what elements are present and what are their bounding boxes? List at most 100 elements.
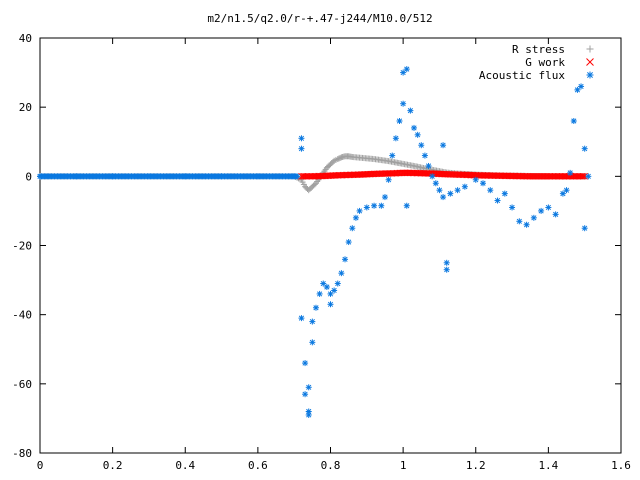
- data-point: [316, 290, 323, 297]
- data-point: [218, 173, 225, 180]
- data-point: [327, 290, 334, 297]
- x-tick-label: 1: [400, 459, 407, 472]
- data-point: [342, 256, 349, 263]
- x-tick-label: 1.2: [466, 459, 486, 472]
- data-point: [530, 214, 537, 221]
- data-point: [563, 187, 570, 194]
- y-tick-label: 20: [19, 101, 32, 114]
- legend-label: R stress: [512, 43, 565, 56]
- data-point: [145, 173, 152, 180]
- series-acoustic-flux: [37, 66, 592, 418]
- data-point: [578, 172, 586, 180]
- data-point: [545, 204, 552, 211]
- data-point: [509, 204, 516, 211]
- data-point: [309, 339, 316, 346]
- x-tick-label: 1.6: [611, 459, 631, 472]
- data-point: [403, 66, 410, 73]
- data-point: [298, 145, 305, 152]
- data-point: [381, 194, 388, 201]
- data-point: [385, 176, 392, 183]
- data-point: [371, 202, 378, 209]
- data-point: [363, 204, 370, 211]
- data-point: [585, 173, 592, 180]
- y-tick-label: 40: [19, 32, 32, 45]
- y-tick-label: 0: [25, 170, 32, 183]
- data-point: [581, 145, 588, 152]
- legend-marker: [586, 71, 594, 79]
- data-point: [254, 173, 261, 180]
- data-point: [291, 173, 298, 180]
- data-point: [443, 266, 450, 273]
- data-point: [487, 187, 494, 194]
- data-point: [414, 131, 421, 138]
- data-point: [338, 270, 345, 277]
- data-point: [182, 173, 189, 180]
- x-tick-label: 0.2: [103, 459, 123, 472]
- legend-label: Acoustic flux: [479, 69, 565, 82]
- data-point: [567, 169, 574, 176]
- data-point: [432, 180, 439, 187]
- data-point: [421, 152, 428, 159]
- data-point: [329, 158, 336, 165]
- data-point: [523, 221, 530, 228]
- data-point: [407, 107, 414, 114]
- data-point: [516, 218, 523, 225]
- data-point: [443, 259, 450, 266]
- data-point: [411, 124, 418, 131]
- data-point: [334, 280, 341, 287]
- axes: 0 0.2 0.4 0.6 0.8 1 1.2 1.4 1.6 40 20 0 -20 -40 -60 -80: [12, 32, 631, 472]
- data-point: [579, 172, 587, 180]
- data-point: [305, 384, 312, 391]
- legend-marker: [586, 45, 594, 53]
- data-point: [581, 225, 588, 232]
- x-tick-label: 0.6: [248, 459, 268, 472]
- data-point: [309, 318, 316, 325]
- data-point: [436, 187, 443, 194]
- data-point: [323, 284, 330, 290]
- data-point: [440, 194, 447, 201]
- data-point: [429, 173, 436, 180]
- x-tick-label: 0: [37, 459, 44, 472]
- data-point: [345, 239, 352, 246]
- data-point: [327, 301, 334, 308]
- data-point: [298, 135, 305, 142]
- series-g-work: [298, 169, 589, 180]
- chart-marks: [37, 66, 592, 418]
- data-point: [396, 118, 403, 124]
- data-point: [73, 173, 80, 180]
- chart-title: m2/n1.5/q2.0/r-+.47-j244/M10.0/512: [207, 12, 432, 25]
- data-point: [552, 211, 559, 218]
- data-point: [298, 315, 305, 322]
- data-point: [312, 304, 319, 311]
- data-point: [352, 214, 359, 221]
- legend-marker: [586, 58, 594, 66]
- data-point: [400, 100, 407, 107]
- data-point: [356, 207, 363, 214]
- data-point: [403, 202, 410, 209]
- data-point: [472, 176, 479, 183]
- data-point: [378, 202, 385, 209]
- data-point: [418, 142, 425, 149]
- data-point: [349, 225, 356, 232]
- data-point: [302, 391, 309, 398]
- data-point: [305, 411, 312, 418]
- data-point: [461, 183, 468, 190]
- x-tick-label: 0.4: [175, 459, 195, 472]
- legend-label: G work: [525, 56, 565, 69]
- data-point: [447, 190, 454, 197]
- y-tick-label: -40: [12, 309, 32, 322]
- data-point: [559, 190, 566, 197]
- data-point: [538, 207, 545, 214]
- data-point: [302, 360, 309, 367]
- data-point: [425, 162, 432, 169]
- data-point: [440, 142, 447, 149]
- data-point: [454, 187, 461, 194]
- y-tick-label: -60: [12, 378, 32, 391]
- y-tick-label: -80: [12, 447, 32, 460]
- data-point: [37, 173, 43, 180]
- data-point: [480, 180, 487, 187]
- data-point: [331, 287, 338, 294]
- data-point: [494, 197, 501, 204]
